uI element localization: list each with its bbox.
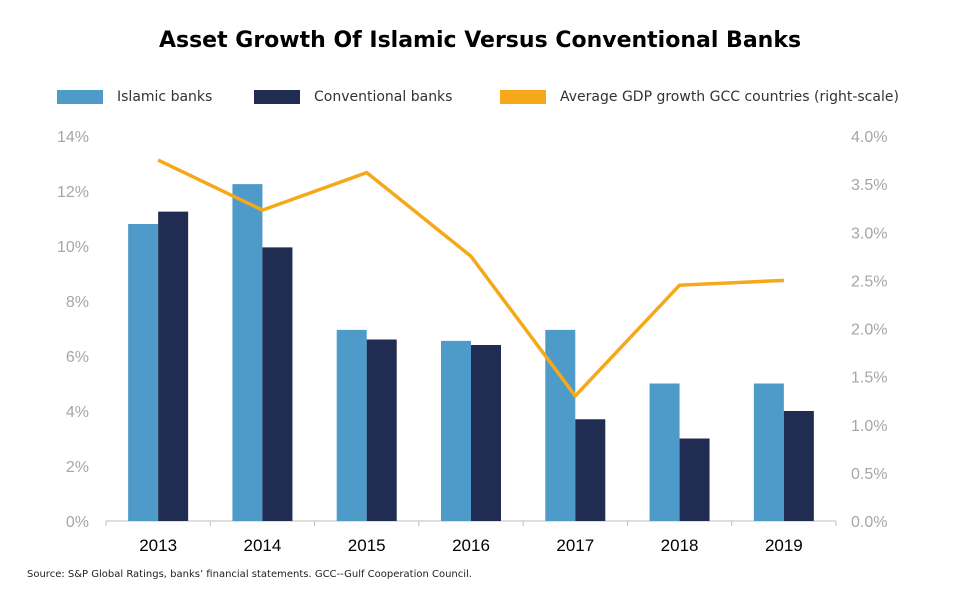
- left-axis-tick-label: 10%: [57, 239, 89, 256]
- right-axis-tick-label: 0.0%: [851, 514, 887, 531]
- bar-conventional: [366, 339, 397, 521]
- bar-conventional: [262, 247, 293, 521]
- x-axis-tick-label: 2016: [452, 536, 490, 555]
- bar-conventional: [575, 419, 606, 521]
- left-axis-tick-label: 12%: [57, 184, 89, 201]
- chart-title: Asset Growth Of Islamic Versus Conventio…: [158, 28, 802, 53]
- bar-conventional: [679, 438, 710, 521]
- legend-label-gdp: Average GDP growth GCC countries (right-…: [560, 89, 899, 105]
- bar-conventional: [158, 211, 189, 521]
- legend-swatch-islamic: [57, 90, 103, 104]
- left-axis-tick-label: 4%: [66, 404, 89, 421]
- right-axis-tick-label: 2.5%: [851, 273, 887, 290]
- legend-label-islamic: Islamic banks: [117, 89, 213, 105]
- left-axis-tick-label: 0%: [66, 514, 89, 531]
- bar-islamic: [441, 340, 471, 521]
- right-axis-tick-label: 4.0%: [851, 129, 887, 146]
- chart-legend: Islamic banks Conventional banks Average…: [0, 86, 960, 108]
- right-axis-tick-label: 2.0%: [851, 322, 887, 339]
- bar-islamic: [336, 329, 367, 521]
- right-axis-tick-label: 1.0%: [851, 418, 887, 435]
- x-axis-tick-label: 2019: [765, 536, 803, 555]
- x-axis-tick-label: 2017: [556, 536, 594, 555]
- legend-swatch-gdp: [500, 90, 546, 104]
- source-note: Source: S&P Global Ratings, banks’ finan…: [27, 569, 472, 580]
- left-axis-tick-label: 2%: [66, 459, 89, 476]
- legend-label-conventional: Conventional banks: [314, 89, 453, 105]
- left-axis-tick-label: 8%: [66, 294, 89, 311]
- legend-item-conventional: Conventional banks: [254, 86, 452, 108]
- legend-item-gdp: Average GDP growth GCC countries (right-…: [500, 86, 899, 108]
- right-axis-tick-label: 0.5%: [851, 466, 887, 483]
- right-axis-tick-label: 1.5%: [851, 370, 887, 387]
- bar-islamic: [545, 329, 576, 521]
- right-axis-tick-label: 3.5%: [851, 177, 887, 194]
- x-axis-tick-label: 2018: [661, 536, 699, 555]
- right-axis-tick-label: 3.0%: [851, 225, 887, 242]
- bar-conventional: [471, 345, 501, 521]
- left-axis-tick-label: 6%: [66, 349, 89, 366]
- bar-islamic: [232, 184, 263, 521]
- x-axis-tick-label: 2015: [348, 536, 386, 555]
- x-axis-tick-label: 2013: [139, 536, 177, 555]
- x-axis-tick-label: 2014: [244, 536, 282, 555]
- bar-islamic: [649, 383, 680, 521]
- legend-item-islamic: Islamic banks: [57, 86, 212, 108]
- line-gdp-growth: [157, 158, 784, 399]
- bar-conventional: [783, 411, 814, 521]
- bar-islamic: [128, 224, 159, 521]
- bar-islamic: [753, 383, 784, 521]
- legend-swatch-conventional: [254, 90, 300, 104]
- left-axis-tick-label: 14%: [57, 129, 89, 146]
